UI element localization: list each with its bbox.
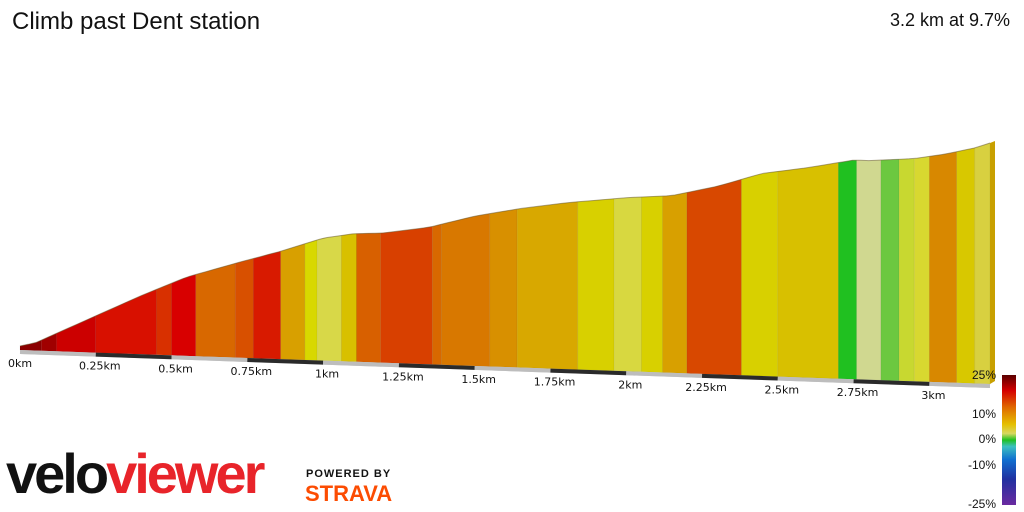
x-tick-label: 0.75km	[231, 365, 273, 378]
gradient-segment	[975, 143, 990, 384]
gradient-segment	[441, 214, 490, 367]
gradient-segment	[281, 244, 305, 360]
scale-label-25: 25%	[956, 368, 996, 382]
logo-viewer-text: viewer	[106, 442, 262, 505]
gradient-segment	[881, 159, 899, 380]
x-tick-label: 1.25km	[382, 370, 424, 383]
profile-end-face	[990, 141, 995, 384]
x-tick-label: 2.75km	[837, 386, 879, 399]
gradient-segment	[196, 263, 235, 357]
scale-label-minus25: -25%	[956, 497, 996, 511]
gradient-segment	[381, 227, 433, 365]
distance-ruler-segment	[475, 368, 551, 371]
x-tick-label: 1.75km	[534, 376, 576, 389]
gradient-segment	[838, 160, 856, 379]
logo-velo-text: velo	[6, 442, 106, 505]
gradient-segment	[305, 240, 317, 360]
gradient-segment	[857, 160, 881, 380]
distance-ruler-segment	[778, 379, 854, 382]
distance-ruler-segment	[20, 352, 96, 355]
powered-by-label: POWERED BY	[306, 468, 391, 480]
gradient-segment	[357, 233, 381, 363]
gradient-segment	[663, 193, 687, 374]
gradient-segment	[741, 171, 777, 376]
gradient-segment	[317, 236, 341, 362]
x-tick-label: 2.5km	[765, 384, 800, 397]
veloviewer-logo[interactable]: veloviewer	[6, 446, 262, 502]
gradient-segment	[490, 209, 517, 367]
elevation-profile-chart: 0km 0.25km 0.5km 0.75km 1km 1.25km 1.5km 1.75km…	[0, 0, 1024, 420]
distance-ruler-segment	[399, 365, 475, 368]
distance-ruler-segment	[702, 376, 778, 379]
x-tick-label: 0km	[8, 357, 32, 370]
gradient-segment	[172, 275, 196, 357]
x-tick-label: 2km	[618, 378, 642, 391]
x-tick-label: 3km	[921, 389, 945, 402]
x-tick-label: 1km	[315, 368, 339, 381]
distance-ruler-segment	[626, 373, 702, 376]
strava-logo[interactable]: STRAVA	[305, 481, 392, 507]
scale-label-0: 0%	[956, 432, 996, 446]
gradient-segment	[56, 316, 95, 353]
gradient-segment	[687, 179, 742, 375]
gradient-segment	[341, 234, 356, 362]
gradient-segment	[641, 196, 662, 372]
gradient-segment	[899, 159, 914, 382]
gradient-segment	[578, 199, 614, 371]
gradient-segment	[41, 333, 56, 351]
gradient-segment	[253, 251, 280, 359]
distance-ruler-segment	[172, 357, 248, 360]
gradient-segment	[929, 152, 956, 383]
gradient-scale-bar	[1002, 375, 1016, 505]
distance-ruler-segment	[550, 371, 626, 374]
gradient-segment	[96, 289, 157, 354]
x-tick-label: 0.5km	[158, 362, 193, 375]
scale-label-minus10: -10%	[956, 458, 996, 472]
gradient-segment	[778, 163, 839, 379]
gradient-segment	[156, 283, 171, 355]
x-tick-label: 2.25km	[685, 381, 727, 394]
gradient-segment	[914, 156, 929, 382]
distance-ruler-segment	[854, 381, 930, 384]
x-tick-label: 0.25km	[79, 360, 121, 373]
distance-ruler-segment	[323, 363, 399, 366]
gradient-segment	[517, 202, 578, 370]
gradient-segment	[432, 224, 441, 364]
scale-label-10: 10%	[956, 407, 996, 421]
gradient-segment	[957, 148, 975, 384]
gradient-segment	[614, 197, 641, 372]
gradient-segment	[235, 259, 253, 359]
distance-ruler-segment	[247, 360, 323, 363]
x-tick-label: 1.5km	[461, 373, 496, 386]
distance-ruler-segment	[929, 384, 990, 386]
distance-ruler-segment	[96, 355, 172, 358]
